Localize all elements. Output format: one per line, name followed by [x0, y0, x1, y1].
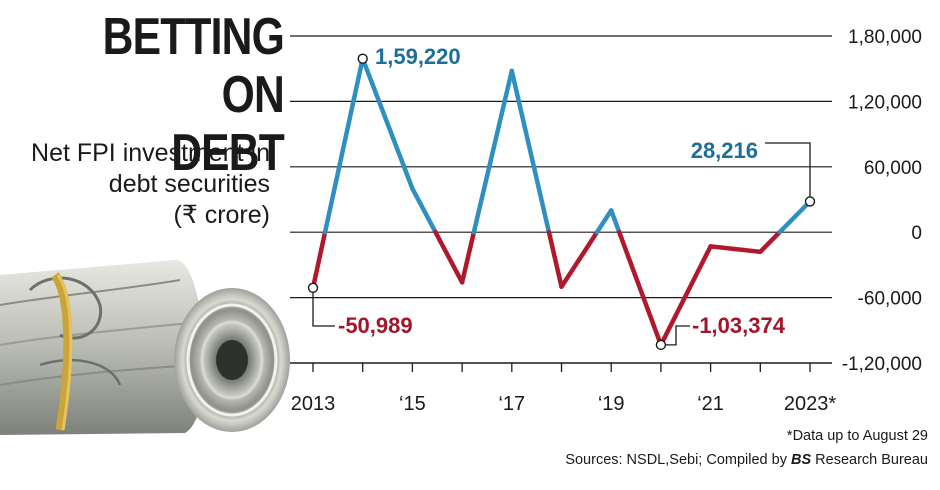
subtitle-line-3: (₹ crore)	[173, 201, 270, 229]
sources-suffix: Research Bureau	[811, 452, 928, 468]
series-segment	[617, 229, 664, 348]
annotations: 1,59,220 -50,989 -1,03,374 28,216	[307, 44, 816, 351]
sources-bs: BS	[790, 452, 812, 468]
series-segment	[471, 68, 515, 235]
y-tick-label: -60,000	[858, 289, 922, 310]
annotation-marker	[357, 53, 368, 64]
series-segment	[758, 229, 782, 255]
y-tick-label: 1,80,000	[848, 27, 922, 48]
x-tick-label: ‘21	[697, 393, 724, 415]
y-axis: 1,80,000 1,20,000 60,000 0 -60,000 -1,20,000	[842, 27, 922, 375]
data-label: 28,216	[691, 138, 758, 163]
y-tick-label: 0	[911, 223, 922, 244]
series-segment	[658, 244, 713, 348]
series-segment	[322, 56, 365, 235]
footnote: *Data up to August 29	[786, 428, 928, 444]
annotation-leader	[312, 287, 335, 327]
series-segment	[777, 199, 813, 235]
y-tick-label: 60,000	[864, 158, 922, 179]
chart-subtitle: Net FPI investment in debt securities (₹…	[0, 138, 270, 231]
annotation-leader	[661, 325, 690, 346]
annotation-marker	[804, 196, 816, 207]
data-label: -50,989	[338, 313, 413, 338]
series-segment	[594, 208, 614, 235]
series-segment	[546, 229, 564, 289]
series-segment	[708, 244, 763, 255]
y-tick-label: 1,20,000	[848, 92, 922, 113]
annotation-marker	[307, 282, 319, 293]
x-tick-label: 2023*	[784, 393, 836, 415]
subtitle-line-1: Net FPI investment in	[31, 139, 270, 167]
series-segment	[433, 229, 465, 285]
x-tick-label: ‘19	[598, 393, 625, 415]
series-line	[310, 56, 813, 348]
title-line-1: BETTING ON	[102, 8, 285, 124]
series-segment	[410, 186, 438, 235]
series-segment	[360, 56, 415, 191]
sources-prefix: Sources: NSDL,Sebi; Compiled by	[565, 452, 791, 468]
x-tick-label: 2013	[291, 393, 336, 415]
data-label: -1,03,374	[692, 313, 786, 338]
data-label: 1,59,220	[375, 44, 461, 69]
title-line-2: DEBT	[171, 124, 285, 182]
subtitle-line-2: debt securities	[108, 170, 270, 198]
series-segment	[459, 229, 477, 285]
series-segment	[509, 68, 552, 235]
y-tick-label: -1,20,000	[842, 354, 922, 375]
series-segment	[608, 208, 622, 235]
sources-note: Sources: NSDL,Sebi; Compiled by BS Resea…	[565, 452, 928, 468]
series-segment	[559, 229, 600, 289]
money-roll-illustration	[0, 259, 290, 435]
annotation-leader	[765, 142, 811, 202]
x-tick-label: ‘17	[498, 393, 525, 415]
annotation-marker	[655, 339, 667, 351]
x-axis: 2013 ‘15 ‘17 ‘19 ‘21 2023*	[291, 363, 836, 415]
series-segment	[310, 229, 328, 291]
x-tick-label: ‘15	[399, 393, 426, 415]
chart-title: BETTING ON DEBT	[63, 8, 285, 182]
